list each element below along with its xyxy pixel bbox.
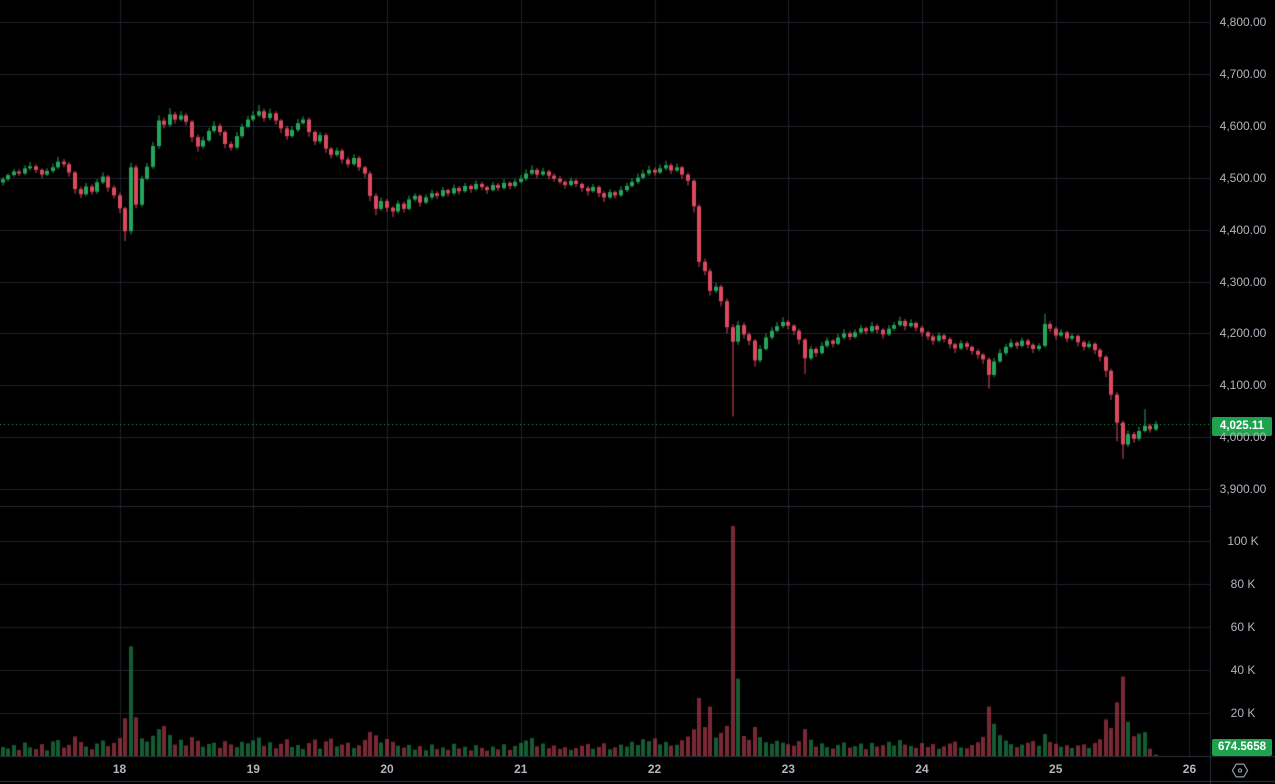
axis-settings-button[interactable] [1229,760,1251,780]
last-volume-badge: 674.5658 [1212,739,1272,756]
last-price-badge: 4,025.11 [1212,416,1272,436]
price-axis[interactable] [1211,0,1275,756]
time-axis[interactable] [0,757,1210,782]
gear-hexagon-icon [1231,762,1249,779]
